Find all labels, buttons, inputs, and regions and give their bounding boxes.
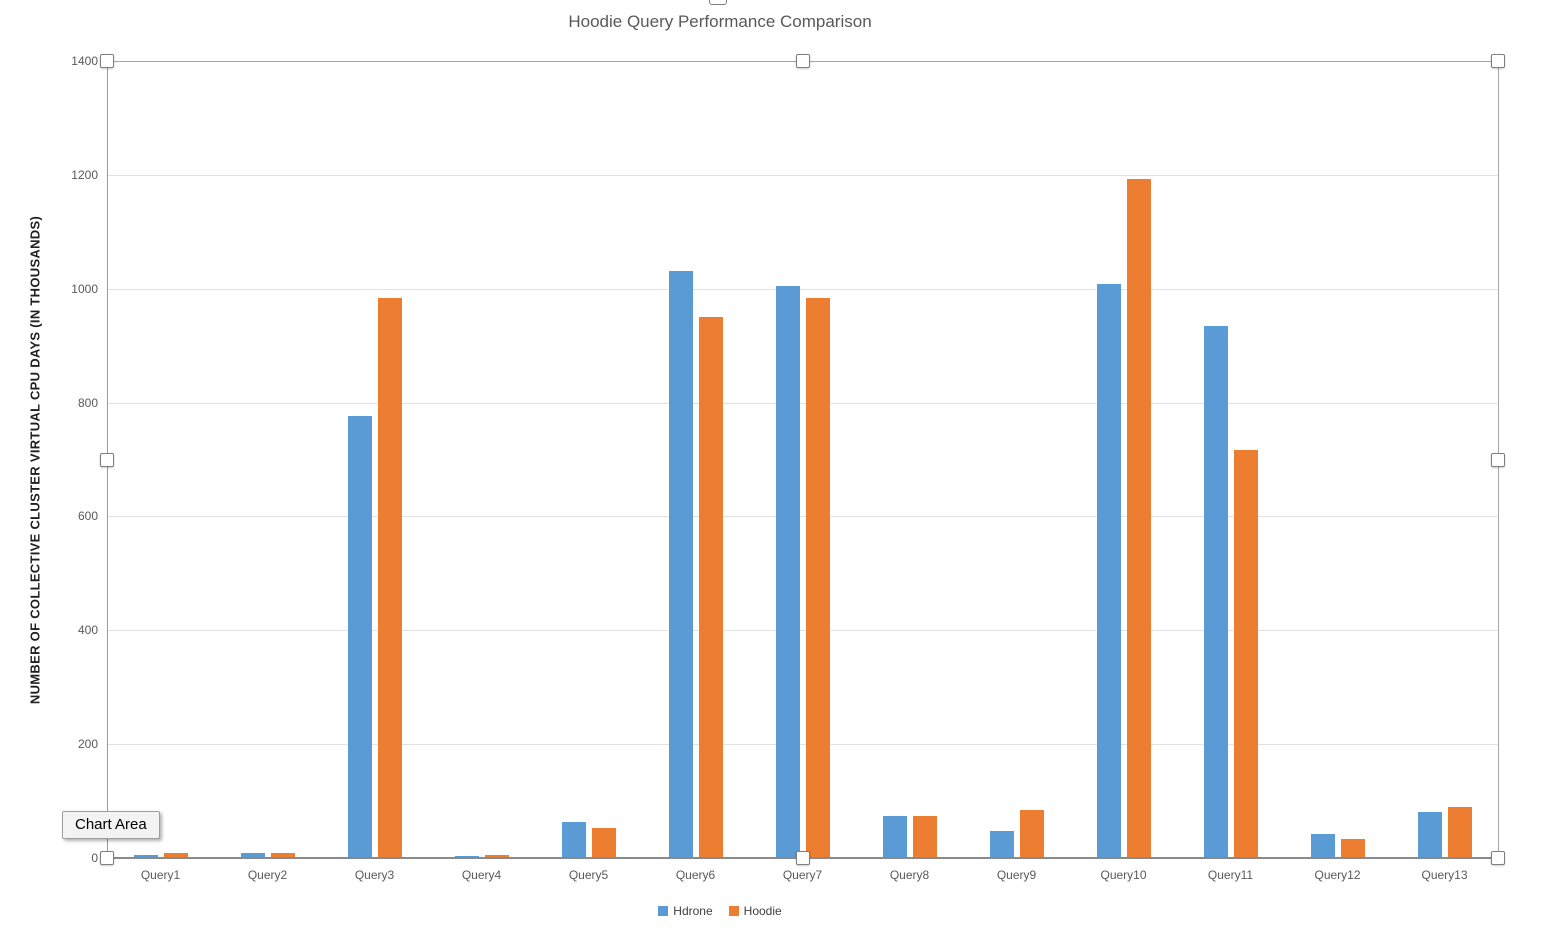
gridline-600 <box>107 516 1498 518</box>
bar-hdrone-query13[interactable] <box>1417 811 1442 858</box>
legend-swatch-icon <box>658 906 669 916</box>
x-category-label-query3: Query3 <box>354 868 395 882</box>
bar-hoodie-query9[interactable] <box>1019 810 1044 858</box>
bar-hdrone-query2[interactable] <box>240 853 265 858</box>
gridline-800 <box>107 402 1498 404</box>
x-category-label-query8: Query8 <box>889 868 930 882</box>
bar-hoodie-query2[interactable] <box>270 853 295 858</box>
y-tick-label-1200: 1200 <box>71 167 98 182</box>
bar-hoodie-query11[interactable] <box>1233 450 1258 858</box>
selection-handle-bottom-center[interactable] <box>795 851 810 865</box>
bar-hoodie-query3[interactable] <box>377 297 402 858</box>
bar-hdrone-query12[interactable] <box>1310 834 1335 858</box>
legend-item-hoodie[interactable]: Hoodie <box>728 904 782 918</box>
x-category-label-query6: Query6 <box>675 868 716 882</box>
selection-handle-bottom-right[interactable] <box>1491 851 1505 865</box>
selection-handle-top-right[interactable] <box>1491 54 1505 68</box>
bar-hoodie-query7[interactable] <box>805 297 830 858</box>
selection-handle-top-center[interactable] <box>795 54 810 68</box>
legend-swatch-icon <box>728 906 739 916</box>
bar-hdrone-query6[interactable] <box>668 271 693 858</box>
gridline-200 <box>107 744 1498 746</box>
selection-handle-bottom-left[interactable] <box>100 851 114 865</box>
gridline-400 <box>107 630 1498 632</box>
y-tick-label-1400: 1400 <box>71 54 98 68</box>
selection-handle-middle-right[interactable] <box>1491 452 1505 467</box>
legend-label: Hoodie <box>743 904 782 918</box>
bar-hdrone-query9[interactable] <box>989 830 1014 858</box>
chart-selection-handle-partial[interactable] <box>709 0 727 5</box>
bar-hoodie-query4[interactable] <box>484 855 509 858</box>
chart-title[interactable]: Hoodie Query Performance Comparison <box>568 12 872 31</box>
x-category-label-query1: Query1 <box>140 868 181 882</box>
x-category-label-query11: Query11 <box>1207 868 1254 882</box>
y-tick-label-800: 800 <box>77 395 98 410</box>
bar-hoodie-query12[interactable] <box>1340 839 1365 858</box>
bar-hoodie-query5[interactable] <box>591 828 616 858</box>
y-tick-label-1000: 1000 <box>71 281 98 296</box>
x-category-label-query12: Query12 <box>1314 868 1361 882</box>
x-category-label-query4: Query4 <box>461 868 502 882</box>
selection-handle-top-left[interactable] <box>100 54 114 68</box>
bar-hdrone-query3[interactable] <box>347 416 372 858</box>
bar-hdrone-query5[interactable] <box>561 822 586 858</box>
y-tick-label-600: 600 <box>77 509 98 524</box>
bar-hdrone-query4[interactable] <box>454 855 479 858</box>
chart-area-tooltip: Chart Area <box>62 811 160 839</box>
x-category-label-query5: Query5 <box>568 868 609 882</box>
bar-hdrone-query8[interactable] <box>882 815 907 858</box>
bar-hoodie-query8[interactable] <box>912 815 937 858</box>
bar-hdrone-query11[interactable] <box>1203 326 1228 858</box>
bar-hdrone-query7[interactable] <box>775 286 800 858</box>
bar-hoodie-query1[interactable] <box>163 852 188 858</box>
plot-area[interactable] <box>107 61 1498 858</box>
bar-hoodie-query13[interactable] <box>1447 806 1472 858</box>
legend-item-hdrone[interactable]: Hdrone <box>658 904 713 918</box>
selection-handle-middle-left[interactable] <box>100 452 114 467</box>
gridline-1000 <box>107 288 1498 290</box>
bar-hdrone-query1[interactable] <box>133 855 158 858</box>
y-tick-label-200: 200 <box>77 737 98 752</box>
bar-hoodie-query10[interactable] <box>1126 178 1151 858</box>
gridline-1200 <box>107 174 1498 176</box>
bar-hdrone-query10[interactable] <box>1096 284 1121 858</box>
chart-legend[interactable]: Hdrone Hoodie <box>0 904 1440 918</box>
x-category-label-query13: Query13 <box>1421 868 1468 882</box>
bar-hoodie-query6[interactable] <box>698 317 723 858</box>
x-category-label-query2: Query2 <box>247 868 288 882</box>
x-category-label-query10: Query10 <box>1100 868 1147 882</box>
x-category-label-query7: Query7 <box>782 868 823 882</box>
legend-label: Hdrone <box>673 904 713 918</box>
x-category-label-query9: Query9 <box>996 868 1037 882</box>
y-tick-label-0: 0 <box>91 851 98 865</box>
y-tick-label-400: 400 <box>77 623 98 638</box>
